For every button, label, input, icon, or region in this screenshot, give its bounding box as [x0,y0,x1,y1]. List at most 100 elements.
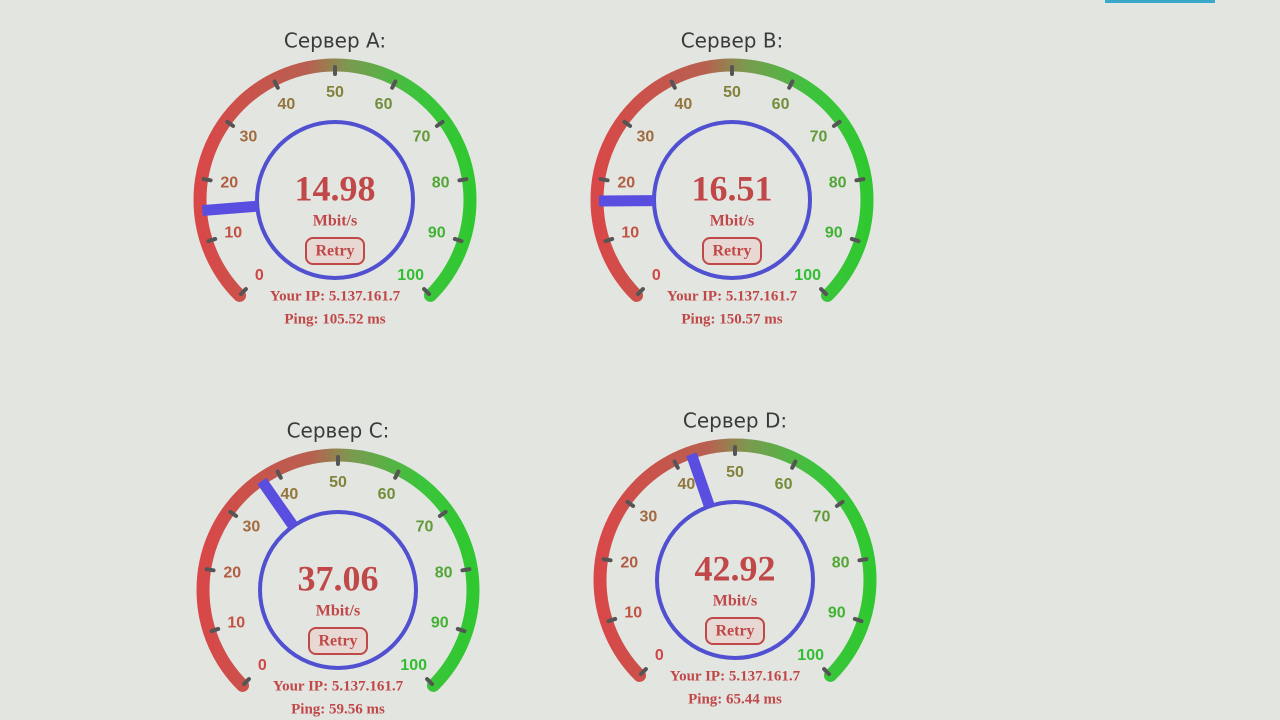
tick-mark [790,459,798,470]
tick-label: 50 [726,464,744,481]
tick-mark [275,469,283,480]
retry-label[interactable]: Retry [715,623,754,640]
tick-label: 90 [828,604,846,621]
tick-mark [635,287,645,297]
ping-info: Ping: 105.52 ms [284,311,385,327]
tick-label: 60 [775,476,793,493]
tick-label: 10 [621,224,639,241]
tick-label: 20 [617,174,635,191]
tick-label: 90 [431,614,449,631]
ip-info: Your IP: 5.137.161.7 [270,288,401,304]
ping-info: Ping: 150.57 ms [681,311,782,327]
retry-button[interactable] [305,237,365,265]
retry-label[interactable]: Retry [712,243,751,260]
tick-mark [425,677,435,687]
tick-label: 10 [624,604,642,621]
ip-info: Your IP: 5.137.161.7 [670,668,801,684]
tick-mark [831,119,842,128]
tick-mark [272,79,280,90]
tick-mark [601,557,613,563]
ping-info: Ping: 65.44 ms [688,691,782,707]
tick-label: 60 [375,96,393,113]
tick-label: 70 [416,518,434,535]
tick-mark [625,499,636,508]
tick-label: 100 [794,267,821,284]
tick-mark [209,626,221,634]
tick-mark [606,616,618,624]
tick-label: 20 [620,554,638,571]
tick-label: 40 [281,486,299,503]
tick-mark [228,509,239,518]
gauge: Сервер D: 0 10 20 30 40 50 60 70 80 90 100 42.92 Mbit… [593,409,877,707]
retry-button[interactable] [705,617,765,645]
tick-mark [834,499,845,508]
needle [201,200,258,217]
tick-label: 60 [772,96,790,113]
tick-mark [393,469,401,480]
tick-mark [857,557,869,563]
tick-mark [455,626,467,634]
tick-label: 80 [829,174,847,191]
inner-ring [258,510,418,670]
tick-mark [206,236,218,244]
tick-label: 80 [432,174,450,191]
tick-mark [434,119,445,128]
ip-info: Your IP: 5.137.161.7 [273,678,404,694]
tick-label: 90 [428,224,446,241]
speed-value: 14.98 [295,168,376,208]
tick-label: 40 [678,476,696,493]
tick-mark [204,567,216,573]
gauge: Сервер C: 0 10 20 30 40 50 60 70 80 90 100 37.06 Mbit… [196,419,480,717]
tick-label: 50 [723,84,741,101]
gauge-arc [593,438,877,682]
gauge-arc [590,58,874,302]
tick-label: 70 [810,128,828,145]
gauge-arc [193,58,477,302]
tick-mark [437,509,448,518]
speed-unit: Mbit/s [713,593,757,610]
retry-button[interactable] [702,237,762,265]
speed-value: 37.06 [298,558,379,598]
retry-button[interactable] [308,627,368,655]
tick-mark [422,287,432,297]
gauge: Сервер B: 0 10 20 30 40 50 60 70 80 90 100 16.51 Mbit… [590,29,874,327]
tick-label: 70 [813,508,831,525]
tick-mark [669,79,677,90]
gauge-arc [196,448,480,692]
tick-label: 20 [220,174,238,191]
tick-mark [787,79,795,90]
needle [686,452,715,509]
tick-label: 50 [326,84,344,101]
retry-label[interactable]: Retry [315,243,354,260]
tick-label: 0 [655,647,664,664]
speed-value: 42.92 [695,548,776,588]
gauge: Сервер A: 0 10 20 30 40 50 60 70 80 90 100 14.98 Mbit… [193,29,477,327]
tick-label: 30 [243,518,261,535]
tick-label: 80 [435,564,453,581]
tick-label: 30 [240,128,258,145]
tick-label: 90 [825,224,843,241]
tick-mark [598,177,610,183]
tick-mark [460,567,472,573]
tick-mark [603,236,615,244]
tick-mark [819,287,829,297]
tick-mark [672,459,680,470]
speed-unit: Mbit/s [710,213,754,230]
tick-mark [622,119,633,128]
top-bar [1105,0,1215,3]
tick-mark [452,236,464,244]
tick-mark [390,79,398,90]
tick-label: 0 [258,657,267,674]
tick-label: 100 [397,267,424,284]
tick-mark [201,177,213,183]
tick-mark [852,616,864,624]
retry-label[interactable]: Retry [318,633,357,650]
ping-info: Ping: 59.56 ms [291,701,385,717]
tick-label: 60 [378,486,396,503]
tick-mark [849,236,861,244]
ip-info: Your IP: 5.137.161.7 [667,288,798,304]
tick-mark [238,287,248,297]
tick-label: 100 [400,657,427,674]
tick-mark [854,177,866,183]
